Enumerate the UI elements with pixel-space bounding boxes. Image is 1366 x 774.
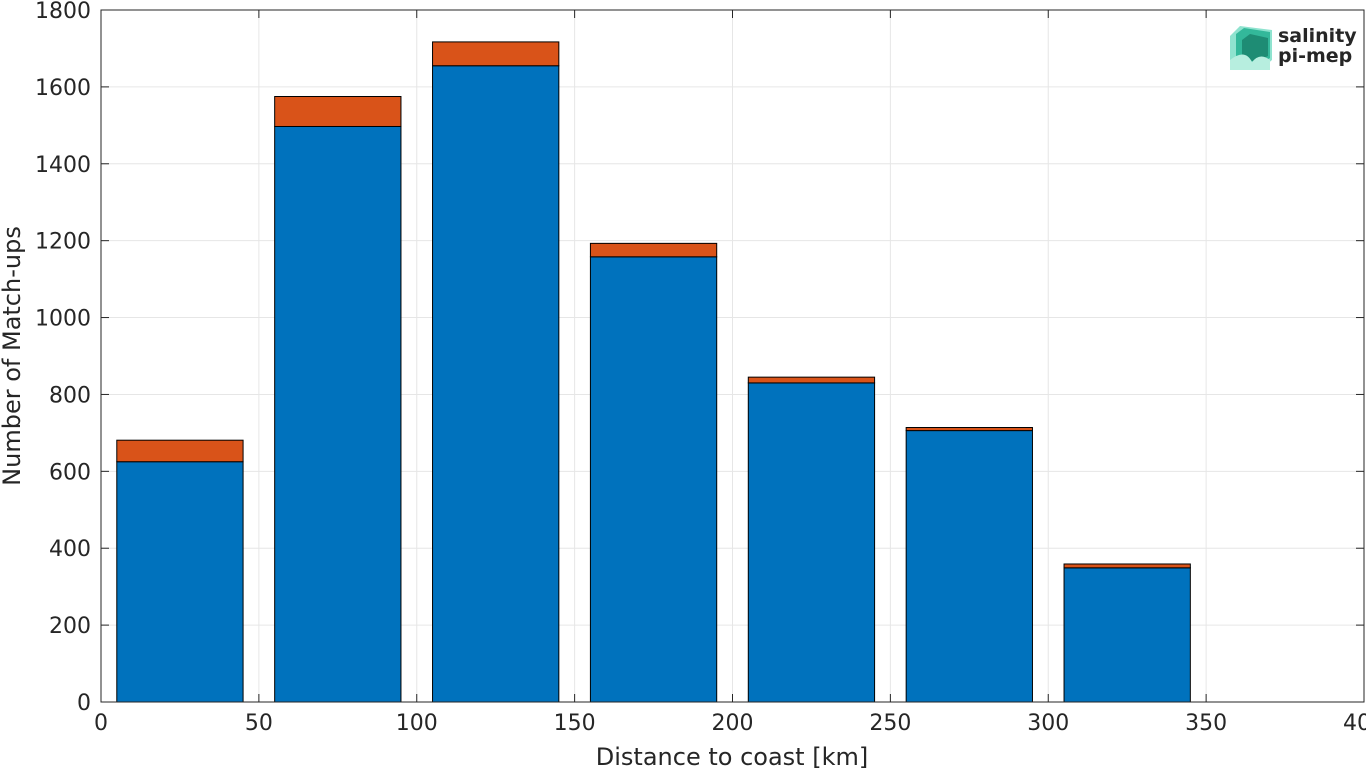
x-tick-label: 200 bbox=[712, 711, 754, 736]
y-tick-label: 1600 bbox=[35, 76, 91, 101]
y-tick-label: 200 bbox=[49, 614, 91, 639]
x-tick-label: 250 bbox=[869, 711, 911, 736]
y-tick-label: 600 bbox=[49, 460, 91, 485]
y-tick-label: 1200 bbox=[35, 230, 91, 255]
bar-series2-bin6 bbox=[905, 427, 1033, 432]
x-tick-label: 0 bbox=[94, 711, 108, 736]
bar-series1-bin1 bbox=[116, 461, 244, 703]
bar-series2-bin7 bbox=[1063, 563, 1191, 569]
bar-series1-bin3 bbox=[432, 65, 560, 703]
logo: salinity pi-mep bbox=[1230, 25, 1357, 70]
bar-series2-bin4 bbox=[589, 242, 718, 258]
x-tick-label: 350 bbox=[1185, 711, 1227, 736]
bars bbox=[116, 41, 1191, 703]
x-tick-label: 300 bbox=[1027, 711, 1069, 736]
y-tick-label: 1000 bbox=[35, 307, 91, 332]
bar-series2-bin5 bbox=[747, 376, 876, 384]
y-axis-label: Number of Match-ups bbox=[0, 226, 26, 486]
y-tick-label: 800 bbox=[49, 383, 91, 408]
logo-icon bbox=[1230, 26, 1272, 70]
logo-text-pi-mep: pi-mep bbox=[1278, 45, 1352, 67]
y-tick-label: 400 bbox=[49, 537, 91, 562]
x-tick-label: 100 bbox=[396, 711, 438, 736]
x-tick-label: 400 bbox=[1343, 711, 1366, 736]
bar-series1-bin2 bbox=[274, 125, 402, 703]
bar-series1-bin6 bbox=[905, 430, 1033, 703]
bar-series2-bin3 bbox=[432, 41, 560, 67]
logo-text-salinity: salinity bbox=[1278, 25, 1357, 47]
bar-series2-bin2 bbox=[274, 96, 402, 127]
ticks: 0 50 100 150 200 250 300 350 400 0 200 400 600 800 100… bbox=[35, 0, 1366, 736]
bar-series1-bin4 bbox=[589, 256, 718, 703]
bar-series2-bin1 bbox=[116, 439, 244, 463]
y-tick-label: 1800 bbox=[35, 0, 91, 24]
x-axis-label: Distance to coast [km] bbox=[596, 743, 868, 770]
y-tick-label: 0 bbox=[77, 691, 91, 716]
x-tick-label: 50 bbox=[245, 711, 273, 736]
bar-series1-bin5 bbox=[747, 382, 876, 703]
bar-series1-bin7 bbox=[1063, 567, 1191, 703]
y-tick-label: 1400 bbox=[35, 153, 91, 178]
x-tick-label: 150 bbox=[554, 711, 596, 736]
